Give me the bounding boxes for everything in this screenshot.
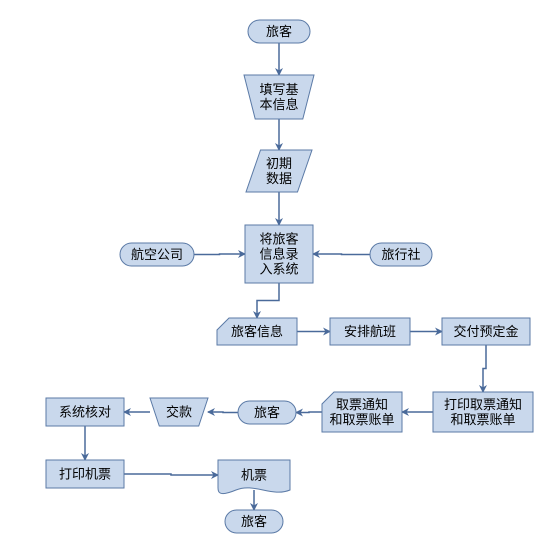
node-n6: 旅行社 (370, 243, 432, 266)
edge (296, 412, 322, 413)
node-label: 旅行社 (381, 247, 420, 262)
node-n1: 旅客 (248, 20, 310, 43)
node-label: 填写基 (259, 82, 298, 97)
node-label: 打印取票通知 (444, 397, 522, 412)
node-label: 旅客 (241, 514, 267, 529)
node-n11: 取票通知和取票账单 (322, 392, 402, 432)
edge (194, 254, 245, 255)
node-label: 旅客 (254, 405, 280, 420)
node-label: 和取票账单 (450, 412, 515, 427)
edge (124, 474, 218, 475)
node-n12: 旅客 (238, 401, 296, 424)
node-label: 航空公司 (131, 247, 183, 262)
node-n5: 航空公司 (120, 243, 194, 266)
node-label: 信息录 (259, 246, 298, 261)
node-n10: 打印取票通知和取票账单 (433, 392, 533, 432)
nodes-layer: 旅客填写基本信息初期数据将旅客信息录入系统航空公司旅行社旅客信息安排航班交付预定… (46, 20, 533, 533)
node-label: 旅客 (266, 24, 292, 39)
node-n2: 填写基本信息 (244, 75, 314, 119)
node-n4: 将旅客信息录入系统 (245, 225, 313, 283)
node-n15: 打印机票 (46, 460, 124, 488)
edge (483, 345, 486, 392)
node-label: 本信息 (259, 97, 298, 112)
node-n7: 旅客信息 (217, 318, 297, 345)
node-label: 旅客信息 (231, 324, 283, 339)
node-n8: 安排航班 (330, 318, 410, 345)
edge (313, 254, 370, 255)
node-label: 将旅客 (259, 231, 298, 246)
node-label: 初期 (266, 156, 292, 171)
node-n9: 交付预定金 (442, 318, 530, 345)
node-label: 入系统 (259, 261, 298, 276)
node-label: 系统核对 (59, 404, 111, 419)
node-label: 交付预定金 (453, 324, 518, 339)
node-n16: 机票 (218, 460, 290, 494)
node-n14: 系统核对 (46, 398, 124, 426)
node-label: 数据 (266, 171, 292, 186)
edge (257, 283, 279, 318)
node-n13: 交款 (150, 398, 208, 426)
node-label: 取票通知 (336, 397, 388, 412)
node-label: 和取票账单 (329, 412, 394, 427)
node-label: 交款 (166, 404, 192, 419)
node-label: 机票 (241, 467, 267, 482)
flowchart-canvas: 旅客填写基本信息初期数据将旅客信息录入系统航空公司旅行社旅客信息安排航班交付预定… (0, 0, 548, 545)
edge (208, 412, 238, 413)
node-n3: 初期数据 (246, 150, 312, 192)
node-n17: 旅客 (225, 510, 283, 533)
node-label: 安排航班 (344, 324, 396, 339)
node-label: 打印机票 (59, 466, 111, 481)
